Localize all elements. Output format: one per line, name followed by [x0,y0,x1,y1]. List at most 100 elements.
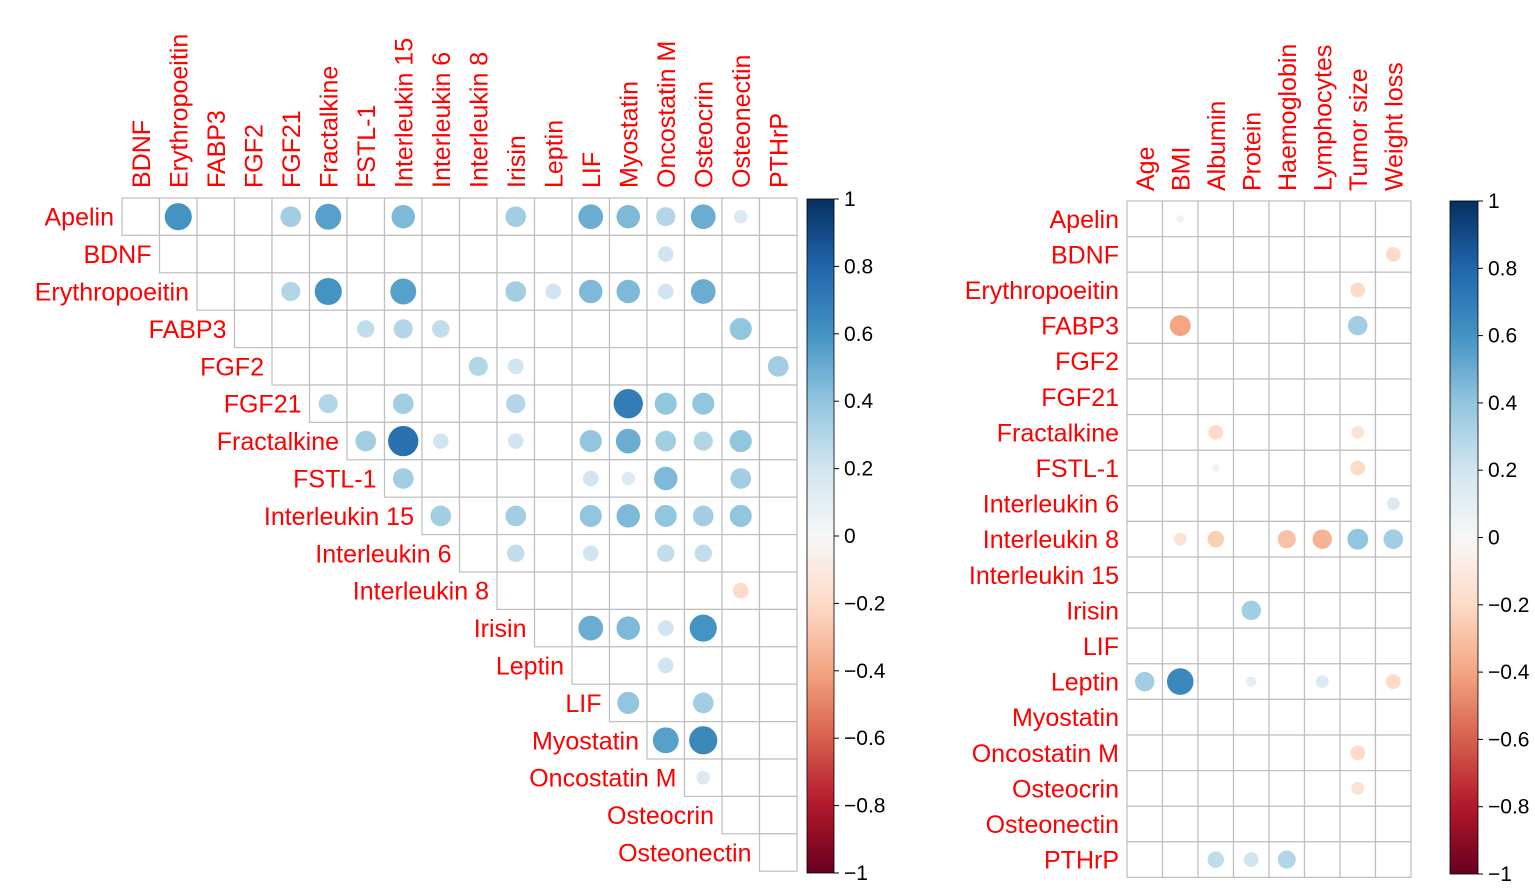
right-circle-leptin-lymphocytes [1315,675,1329,688]
left-grid-cell [608,571,648,611]
right-grid-cell [1374,342,1412,380]
left-grid-cell [683,646,723,685]
left-grid-cell [458,459,498,498]
left-grid-cell [721,234,761,274]
right-grid-cell [1268,449,1306,487]
left-grid-cell [346,384,386,424]
right-col-label-haemoglobin: Haemoglobin [1274,44,1302,191]
right-grid-cell [1339,236,1377,273]
left-col-label-osteocrin: Osteocrin [690,81,718,188]
left-circle-fgf21-fractalkine [318,394,338,414]
left-grid-cell [608,234,648,274]
right-grid-cell [1161,236,1199,273]
left-grid-cell [758,197,798,237]
right-grid-cell [1268,556,1306,594]
right-row-label-interleukin-6: Interleukin 6 [983,491,1119,519]
left-circle-interleukin-15-oncostatin-m [654,504,677,527]
right-colorbar-label: −0.4 [1488,661,1530,684]
right-grid-cell [1268,307,1306,344]
right-grid-cell [1126,236,1164,273]
left-grid-cell [758,608,798,648]
right-circle-fabp3-bmi [1169,315,1191,337]
left-grid-cell [758,683,798,723]
right-grid-cell [1161,769,1199,807]
right-grid-cell [1268,663,1306,700]
left-grid-cell [421,197,461,237]
left-colorbar-label: −1 [844,862,868,885]
right-circle-apelin-bmi [1176,215,1184,223]
left-grid-cell [458,533,498,573]
left-grid-cell [458,309,498,349]
left-circle-interleukin-15-osteocrin [692,505,714,527]
left-col-label-pthrp: PTHrP [765,113,793,188]
right-col-label-age: Age [1132,147,1160,191]
left-row-label-bdnf: BDNF [83,241,151,269]
left-circle-interleukin-6-osteocrin [694,544,712,563]
left-circle-fractalkine-fstl-1 [355,430,377,452]
left-circle-interleukin-15-osteonectin [729,504,752,527]
right-grid-cell [1268,236,1306,273]
right-circle-fstl-1-tumor-size [1350,460,1366,476]
left-circle-fstl-1-myostatin [621,471,636,486]
left-grid-cell [758,421,798,461]
left-colorbar-label: 0.2 [844,458,873,481]
right-circle-interleukin-8-weight-loss [1383,529,1404,549]
left-circle-fstl-1-interleukin-15 [392,468,414,489]
left-row-label-osteonectin: Osteonectin [618,840,751,868]
left-circle-fgf21-interleukin-15 [392,393,414,415]
right-row-label-bdnf: BDNF [1051,241,1119,269]
right-grid-cell [1268,769,1306,807]
left-col-label-interleukin-15: Interleukin 15 [390,38,418,188]
left-grid-cell [233,197,273,237]
left-grid-cell [646,683,686,723]
left-col-label-fgf2: FGF2 [240,124,268,188]
left-grid-cell [383,234,423,274]
right-grid-cell [1303,378,1341,416]
right-grid-cell [1232,556,1270,594]
right-circle-leptin-age [1134,671,1155,692]
right-circle-leptin-weight-loss [1385,674,1401,689]
right-grid-cell [1374,449,1412,487]
left-grid-cell [308,347,348,386]
left-grid-cell [421,347,461,386]
right-grid-cell [1303,485,1341,522]
left-circle-fgf2-pthrp [767,355,789,377]
left-circle-fabp3-osteonectin [729,317,752,340]
right-row-label-erythropoeitin: Erythropoeitin [965,277,1119,305]
left-row-label-apelin: Apelin [45,204,115,232]
left-circle-fgf2-interleukin-8 [468,356,488,376]
right-col-label-protein: Protein [1238,112,1266,191]
left-grid-cell [683,571,723,611]
left-grid-cell [496,234,536,274]
left-circle-irisin-myostatin [616,616,640,640]
left-col-label-interleukin-6: Interleukin 6 [428,52,456,188]
right-grid-cell [1374,769,1412,807]
right-grid-cell [1303,342,1341,380]
right-grid-cell [1339,200,1377,238]
left-col-label-bdnf: BDNF [128,120,156,188]
right-col-label-tumor-size: Tumor size [1345,68,1373,191]
right-grid-cell [1232,271,1270,309]
right-grid-cell [1126,734,1164,772]
right-grid-cell [1339,663,1377,700]
right-grid-cell [1126,378,1164,416]
left-circle-fractalkine-osteocrin [693,431,713,451]
left-circle-interleukin-15-interleukin-6 [430,505,452,527]
right-grid-cell [1268,414,1306,451]
right-colorbar-label: 0.8 [1488,257,1517,280]
left-colorbar-label: 0.6 [844,323,873,346]
left-col-label-erythropoeitin: Erythropoeitin [165,34,193,188]
right-row-label-fabp3: FABP3 [1041,313,1119,341]
right-grid-cell [1161,698,1199,736]
right-row-label-fgf21: FGF21 [1041,384,1119,412]
right-colorbar-label: 0.4 [1488,392,1518,415]
left-colorbar-label: −0.4 [844,660,886,683]
right-grid-cell [1303,805,1341,843]
right-grid-cell [1339,591,1377,629]
right-grid-cell [1374,841,1412,878]
right-grid-cell [1268,627,1306,665]
left-circle-fabp3-interleukin-15 [393,319,413,339]
left-colorbar-label: 0 [844,525,856,548]
right-col-label-bmi: BMI [1167,147,1195,191]
